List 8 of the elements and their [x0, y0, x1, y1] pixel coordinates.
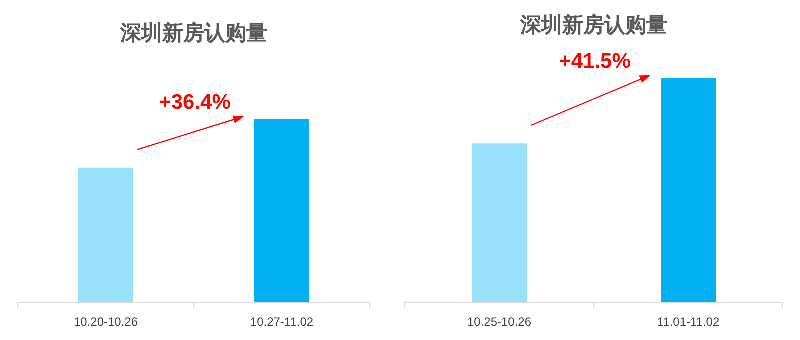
x-tick-label: 10.27-11.02: [250, 315, 314, 329]
text: +41.5%: [559, 50, 632, 73]
text: +36.4%: [159, 91, 232, 114]
chart-title: 深圳新房认购量: [120, 21, 268, 45]
x-tick-label: 10.20-10.26: [74, 315, 138, 329]
chart-title: 深圳新房认购量: [520, 13, 668, 37]
x-tick-label: 10.25-10.26: [467, 315, 532, 329]
x-tick-label: 11.01-11.02: [657, 315, 720, 329]
